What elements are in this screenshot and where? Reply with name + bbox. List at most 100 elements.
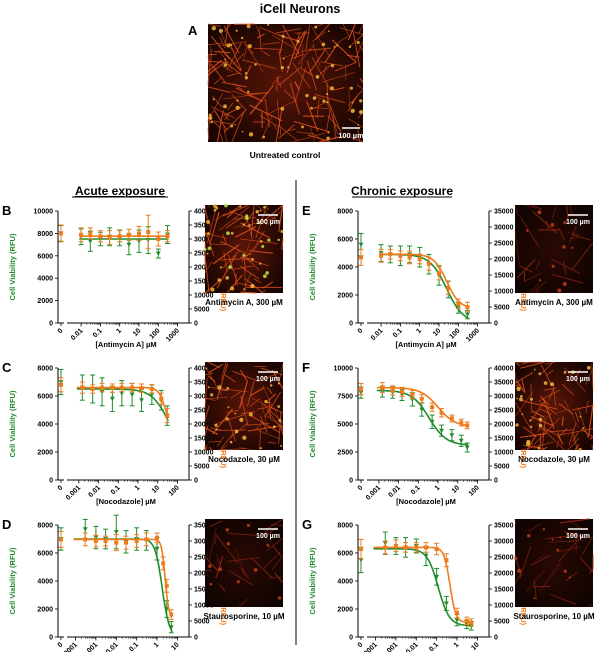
data-point [168, 625, 174, 630]
data-point [439, 410, 444, 415]
cell-body [205, 367, 208, 370]
micrograph-caption: Nocodazole, 30 µM [518, 455, 590, 464]
neurite-stroke [311, 26, 331, 58]
micrograph-caption: Antimycin A, 300 µM [205, 298, 283, 307]
x-tick-label: 1 [453, 641, 461, 649]
green-cell [262, 274, 267, 278]
neurite-stroke [526, 570, 545, 593]
cell-body [267, 23, 270, 26]
cell-body [515, 423, 519, 427]
neurite-stroke [293, 120, 331, 133]
green-cell [244, 216, 249, 221]
cell-body [526, 439, 531, 444]
neurite-stroke [520, 361, 546, 369]
data-point [459, 420, 464, 425]
cell-body [251, 258, 254, 261]
y2-tick-label: 25000 [494, 241, 514, 248]
neurite-stroke [280, 48, 311, 59]
data-point [400, 389, 405, 394]
y-tick-label: 4000 [37, 579, 53, 586]
zero-data-point [358, 242, 364, 247]
neurite-stroke [275, 109, 283, 143]
cell-body [248, 224, 251, 227]
neurite-stroke [266, 537, 284, 551]
data-point [90, 387, 95, 391]
outgrowth-series [58, 214, 171, 250]
neurite-stroke [220, 31, 228, 48]
y2-tick-label: 20000 [494, 422, 514, 429]
data-point [139, 398, 144, 403]
neurite-stroke [204, 261, 213, 273]
y-tick-label: 2000 [337, 293, 353, 300]
cell-body [537, 446, 541, 450]
neurite-stroke [205, 260, 210, 293]
cell-body [244, 76, 249, 80]
y-axis-label: Cell Viability (RFU) [8, 233, 17, 300]
cell-body [327, 131, 330, 134]
neurite-stroke [243, 47, 248, 60]
data-point [465, 312, 470, 317]
micrograph-background [205, 519, 283, 607]
cell-body [538, 279, 542, 282]
viability-series [58, 368, 170, 426]
neurite-stroke [539, 402, 558, 415]
y2-tick-label: 5000 [494, 619, 510, 626]
neurite-stroke [259, 528, 271, 538]
cell-body [259, 262, 262, 265]
data-point [429, 419, 435, 425]
neurite-stroke [240, 222, 270, 239]
data-point [165, 413, 170, 418]
y-tick-label: 8000 [337, 209, 353, 216]
neurite-stroke [211, 95, 223, 109]
x-tick-label: 1 [415, 327, 423, 335]
neurite-stroke [538, 428, 554, 433]
neurite-stroke [324, 44, 338, 63]
y2-tick-label: 35000 [494, 209, 514, 216]
cell-body [538, 423, 543, 428]
neurite-stroke [267, 405, 279, 412]
y-tick-label: 2000 [337, 607, 353, 614]
data-point [119, 385, 124, 390]
cell-body [206, 252, 209, 255]
cell-body [514, 556, 518, 560]
neurite-stroke [571, 233, 591, 241]
chart-panels: B020004000600080001000005000100001500020… [2, 203, 595, 652]
neurite-stroke [560, 518, 590, 524]
y2-tick-label: 25000 [494, 408, 514, 415]
neurite-stroke [539, 395, 550, 406]
data-point [87, 239, 93, 244]
fit-curve [73, 538, 173, 617]
neurite-stroke [571, 404, 594, 411]
neurite-stroke [514, 384, 521, 387]
neurite-stroke [551, 273, 584, 284]
neurite-stroke [574, 444, 580, 451]
data-point [93, 539, 98, 543]
data-point [149, 387, 154, 391]
cell-body [328, 30, 330, 33]
neurite-stroke [268, 576, 284, 579]
cell-body [326, 101, 329, 104]
cell-body [255, 209, 259, 214]
y2-tick-label: 5000 [194, 619, 210, 626]
green-cell [226, 231, 230, 236]
data-point [464, 619, 469, 623]
neurite-stroke [206, 210, 217, 244]
neurite-stroke [559, 428, 593, 436]
neurite-stroke [357, 129, 361, 143]
y-tick-label: 10000 [34, 209, 54, 216]
data-point [419, 396, 424, 401]
cell-body [241, 130, 244, 133]
data-point [379, 253, 384, 258]
neurite-stroke [256, 407, 267, 410]
neurite-stroke [229, 422, 249, 439]
cell-body [259, 239, 263, 243]
neurite-stroke [240, 291, 257, 294]
data-point [464, 445, 470, 450]
neurite-stroke [248, 250, 273, 254]
neurite-stroke [591, 362, 594, 391]
y2-tick-label: 25000 [194, 251, 214, 258]
scale-bar-label: 100 µm [566, 376, 590, 383]
neurite-stroke [534, 289, 540, 294]
cell-body [280, 229, 284, 234]
data-point [430, 405, 435, 410]
